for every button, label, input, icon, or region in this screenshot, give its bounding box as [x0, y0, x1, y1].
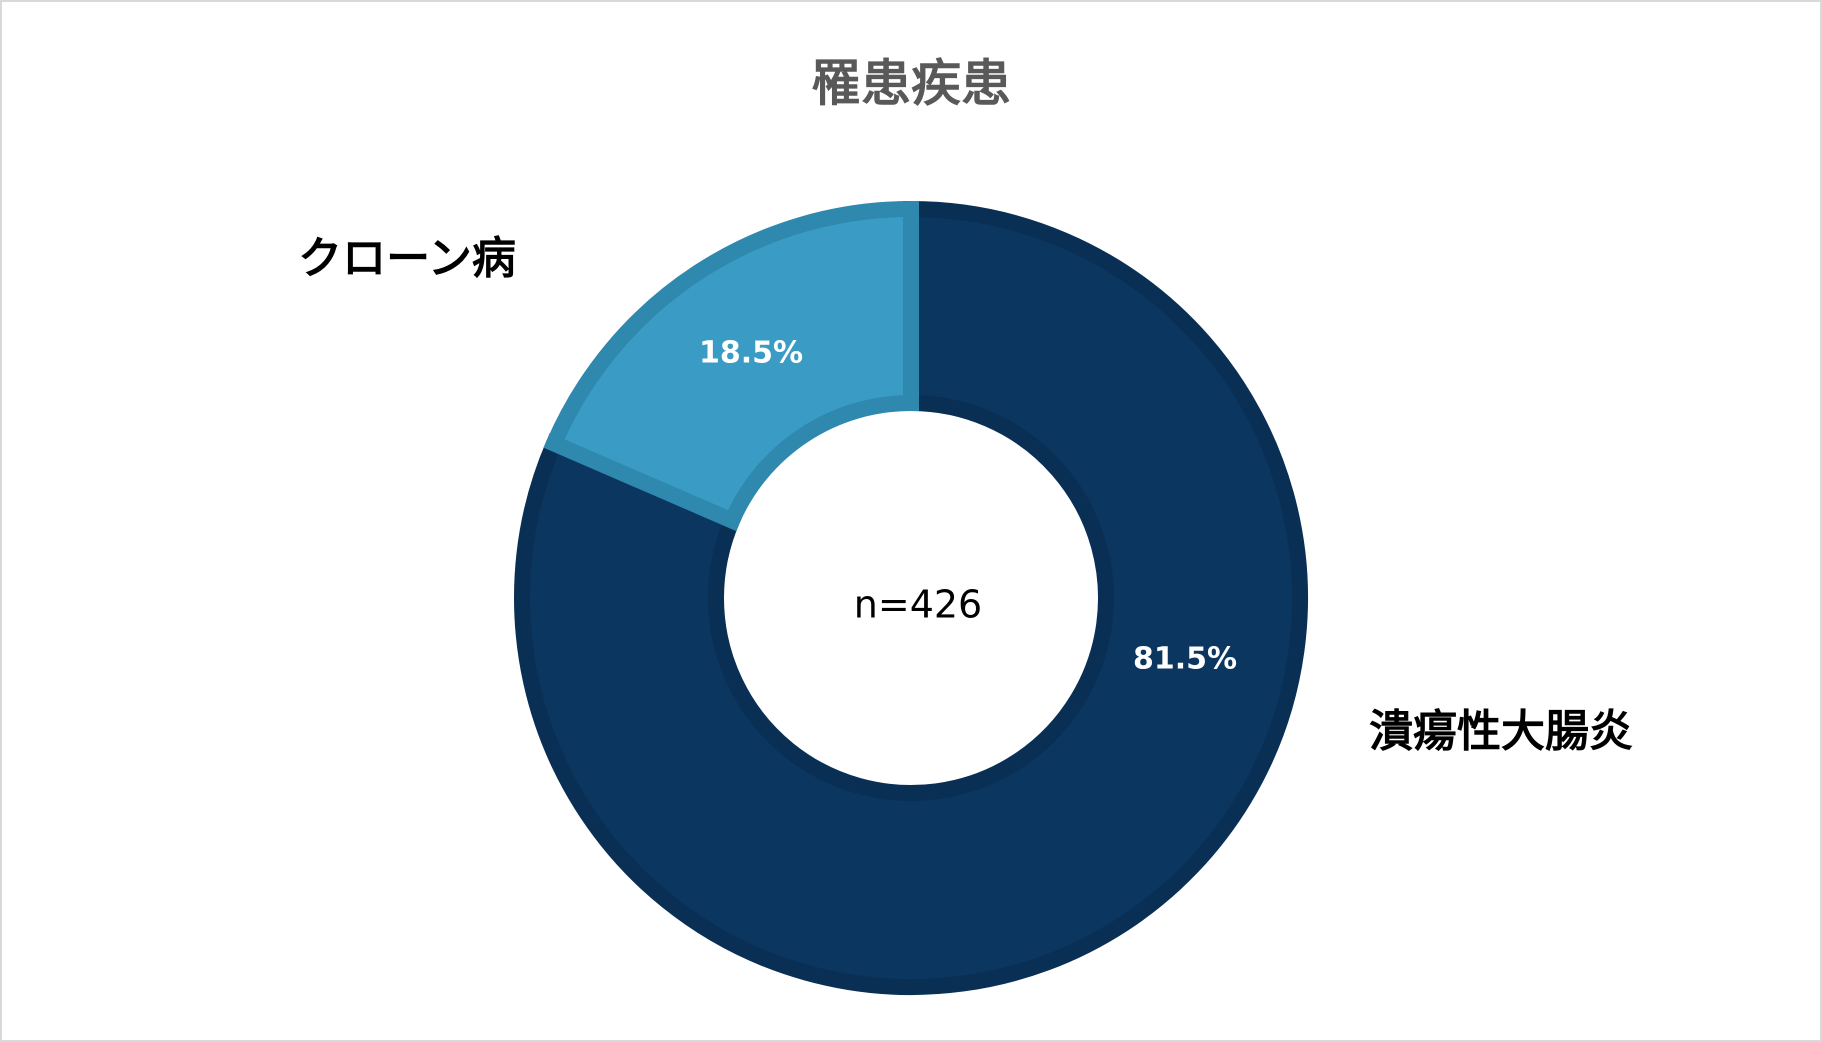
chart-title: 罹患疾患 [811, 55, 1011, 113]
category-label: 潰瘍性大腸炎 [1369, 706, 1633, 757]
donut-segment [543, 200, 919, 532]
center-label: n=426 [854, 583, 982, 627]
donut-segment [514, 200, 1308, 995]
data-label: 81.5% [1133, 642, 1237, 677]
category-label: クローン病 [298, 233, 516, 284]
data-label: 18.5% [699, 336, 803, 371]
